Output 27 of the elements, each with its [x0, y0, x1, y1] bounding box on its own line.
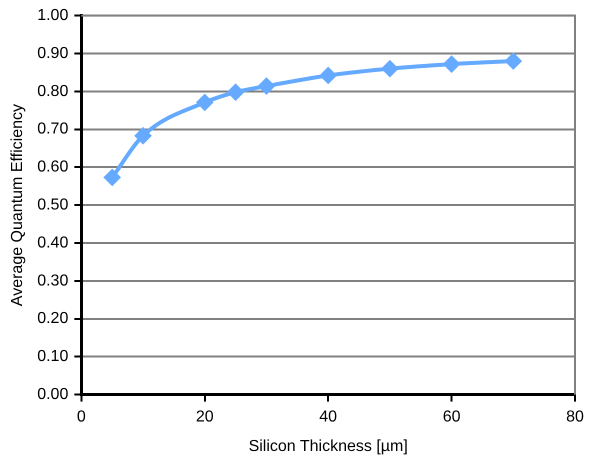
point — [505, 53, 522, 70]
y-tick-label: 0.00 — [37, 386, 68, 404]
x-tick-label: 40 — [319, 408, 338, 426]
x-tick-label: 60 — [442, 408, 461, 426]
y-tick-label: 0.20 — [37, 310, 68, 328]
y-tick-label: 0.30 — [37, 272, 68, 290]
x-tick-label: 20 — [196, 408, 214, 426]
y-tick-label: 0.40 — [37, 234, 68, 252]
point — [228, 84, 244, 100]
point — [444, 56, 460, 72]
point — [135, 128, 152, 144]
y-tick-label: 0.10 — [37, 348, 68, 366]
y-tick-label: 0.70 — [37, 120, 68, 138]
point — [196, 94, 213, 110]
point — [382, 60, 398, 77]
y-tick-label: 0.60 — [37, 158, 68, 176]
y-tick-label: 1.00 — [37, 7, 68, 24]
point — [320, 67, 336, 84]
y-tick-label: 0.90 — [37, 44, 68, 62]
y-axis-title: Average Quantum Efficiency — [9, 104, 26, 306]
y-tick-label: 0.50 — [37, 196, 68, 214]
point — [104, 169, 120, 186]
x-tick-label: 80 — [566, 408, 584, 426]
point — [258, 78, 274, 94]
y-tick-label: 0.80 — [37, 82, 68, 100]
x-tick-label: 0 — [76, 408, 86, 426]
x-axis-title: Silicon Thickness [µm] — [248, 438, 408, 455]
